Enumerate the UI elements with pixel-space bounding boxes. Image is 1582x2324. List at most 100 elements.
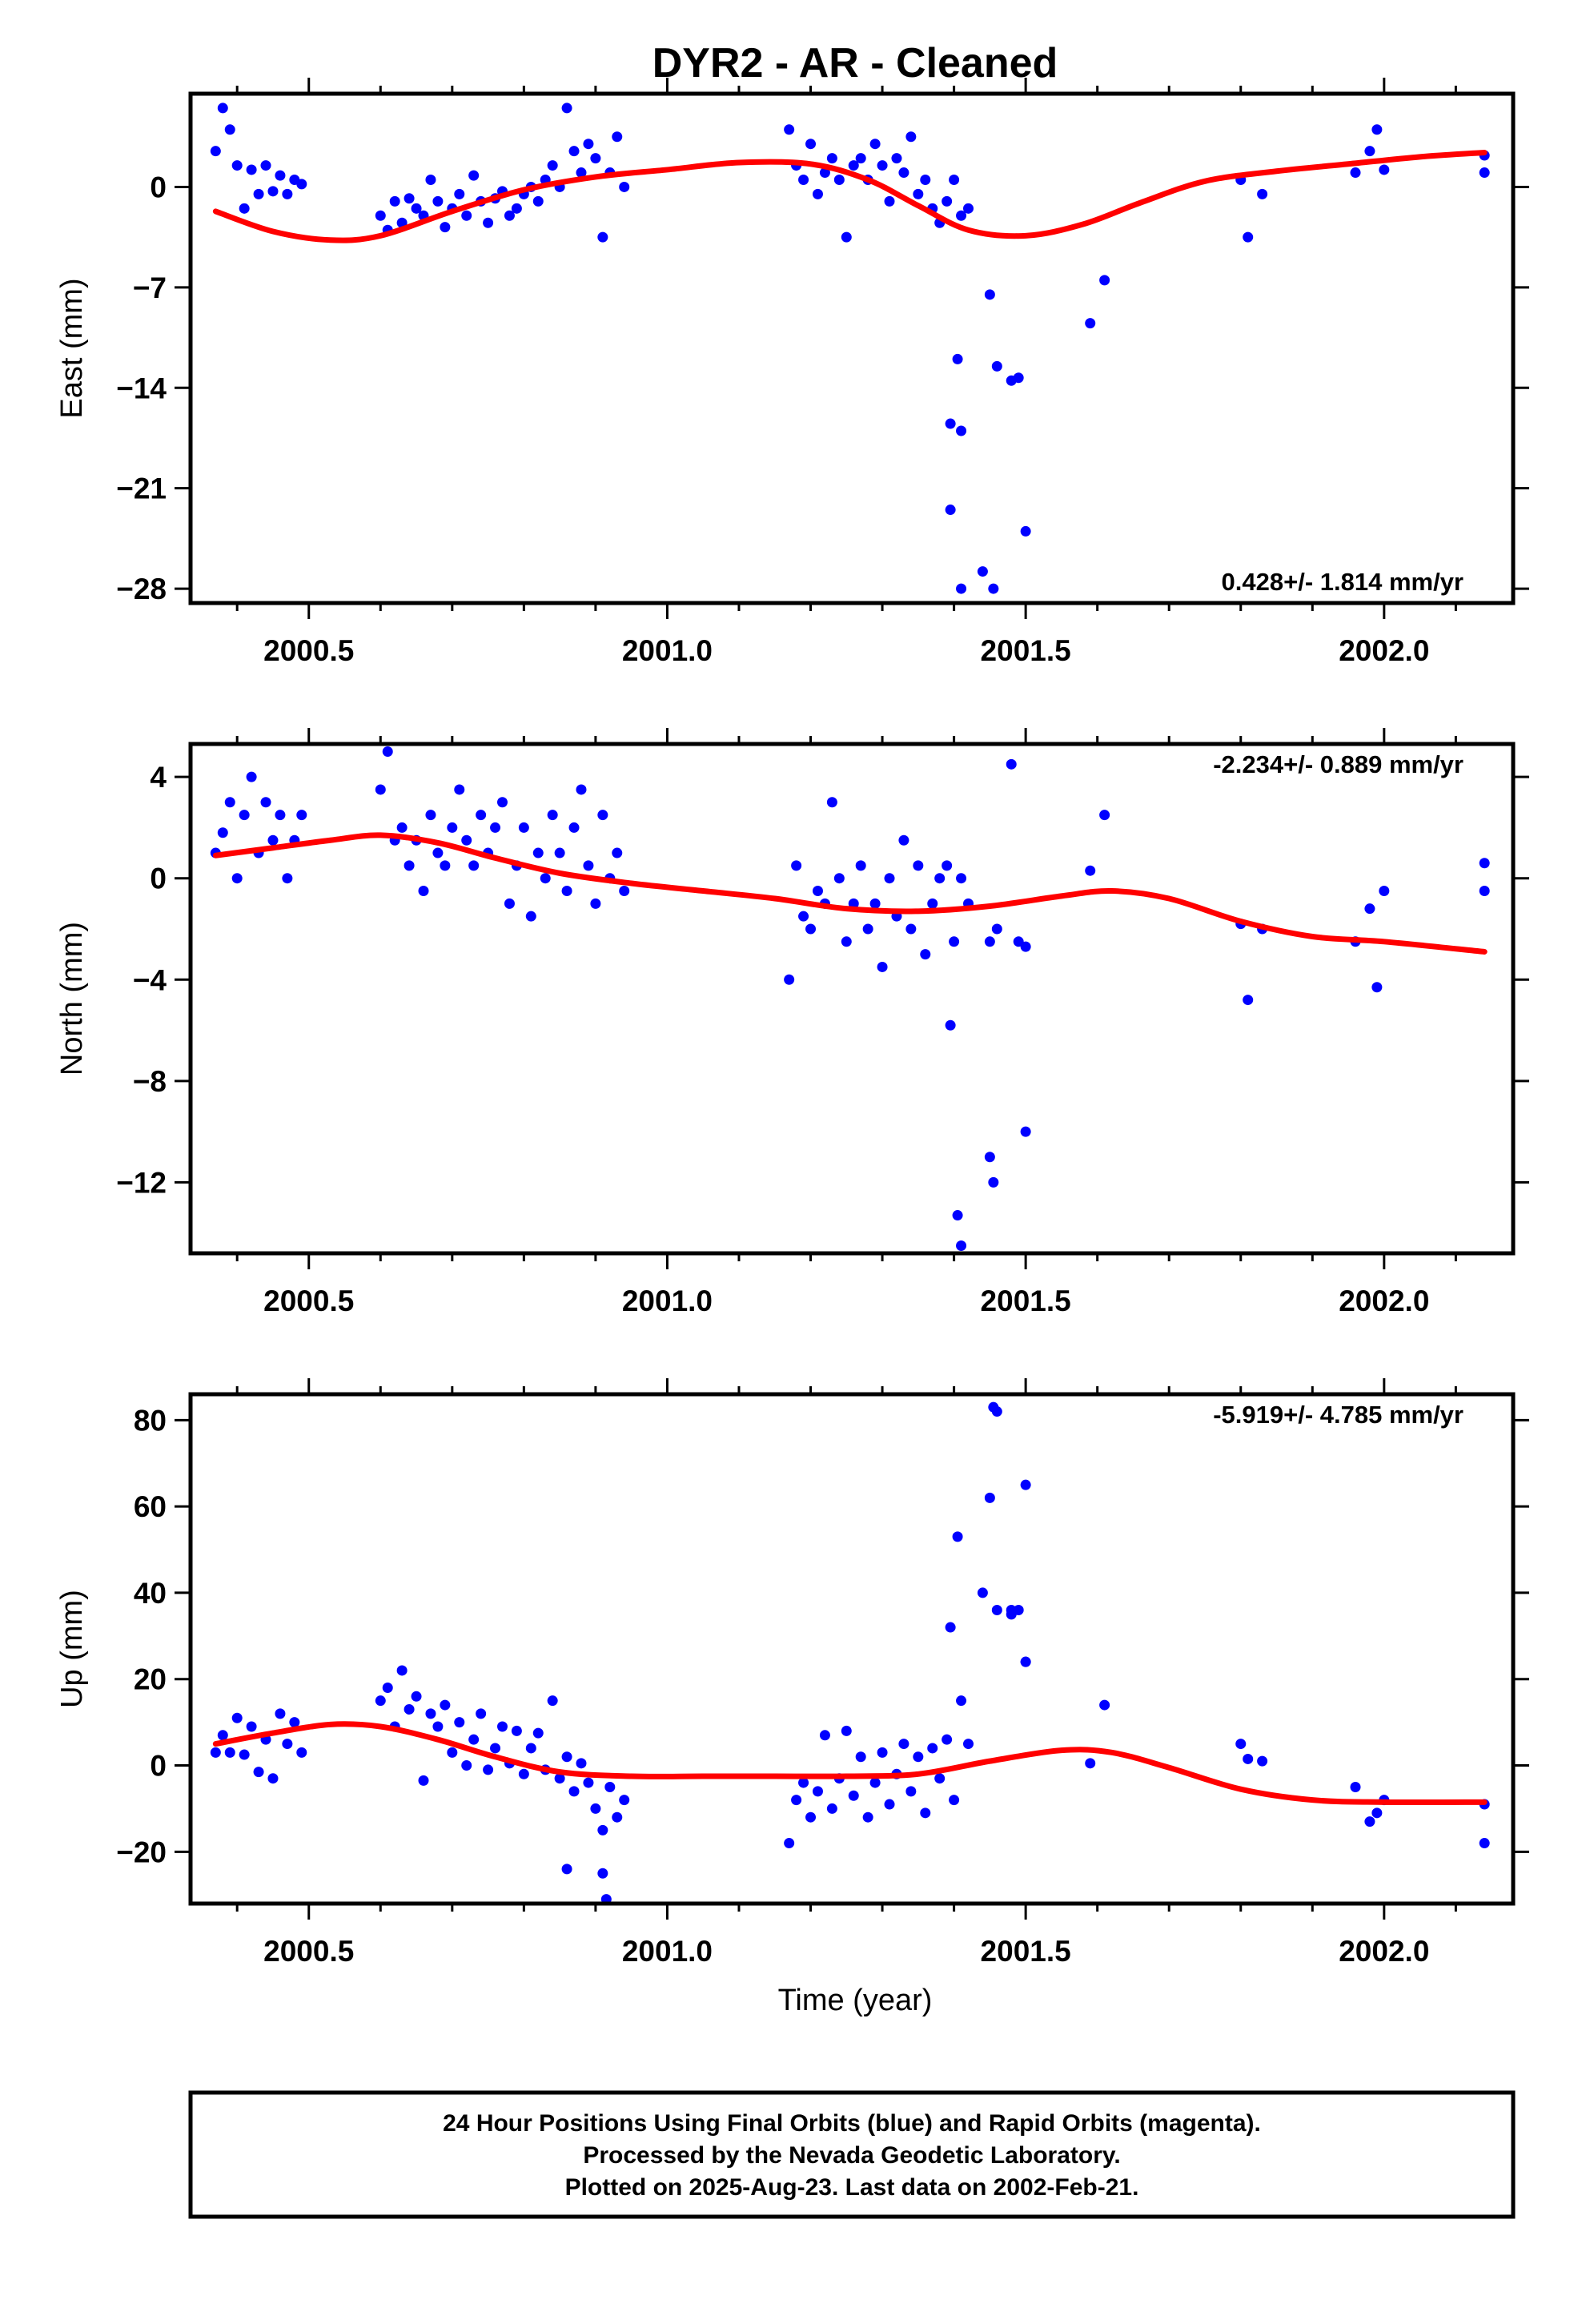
data-point — [461, 834, 472, 846]
data-point — [841, 1725, 852, 1736]
y-axis-label: Up (mm) — [55, 1590, 89, 1708]
data-point — [468, 860, 480, 871]
caption-box — [188, 2090, 1516, 2219]
data-point — [440, 222, 451, 233]
data-point — [826, 1803, 837, 1814]
data-point — [583, 860, 594, 871]
plot-frame — [188, 1392, 1516, 1906]
data-point — [239, 203, 250, 214]
data-point — [848, 160, 859, 171]
data-point — [296, 810, 307, 821]
data-point — [461, 210, 472, 221]
data-point — [791, 1795, 802, 1806]
data-point — [956, 210, 967, 221]
data-point — [554, 1773, 565, 1784]
data-point — [375, 210, 386, 221]
data-point — [267, 1773, 279, 1784]
data-point — [956, 425, 967, 436]
data-point — [819, 1730, 830, 1741]
data-point — [805, 1811, 817, 1823]
data-point — [991, 1406, 1002, 1417]
data-point — [246, 1721, 257, 1732]
data-point — [905, 1786, 917, 1797]
data-point — [784, 1838, 795, 1849]
y-tick-label: 0 — [150, 862, 167, 895]
data-point — [848, 1790, 859, 1801]
data-point — [210, 1747, 221, 1758]
data-point — [812, 188, 823, 199]
data-point — [862, 923, 873, 935]
data-point — [239, 810, 250, 821]
data-point — [547, 1695, 558, 1707]
data-point — [404, 193, 415, 204]
data-point — [296, 1747, 307, 1758]
data-point — [963, 1739, 974, 1750]
data-point — [913, 188, 924, 199]
y-tick-label: −7 — [133, 271, 167, 304]
data-point — [1099, 275, 1110, 286]
data-point — [977, 566, 988, 577]
data-point — [600, 1894, 612, 1904]
data-point — [1020, 1479, 1031, 1490]
y-tick-label: 0 — [150, 1750, 167, 1783]
data-point — [275, 1708, 286, 1719]
caption-line-2: Processed by the Nevada Geodetic Laborat… — [583, 2142, 1120, 2169]
data-point — [518, 1768, 529, 1779]
data-point — [805, 923, 817, 935]
data-point — [612, 1811, 623, 1823]
data-point — [952, 1531, 963, 1542]
data-point — [425, 810, 436, 821]
data-point — [375, 784, 386, 795]
data-point — [217, 1730, 228, 1741]
data-point — [956, 873, 967, 884]
east-panel: 2000.5 2001.0 2001.5 2002.0 0 −7 −14 −21 −28 East… — [55, 78, 1529, 667]
data-point — [1020, 1126, 1031, 1137]
data-point — [540, 873, 551, 884]
y-axis-label: North (mm) — [55, 922, 89, 1076]
data-point — [597, 810, 608, 821]
data-point — [977, 1587, 988, 1598]
data-point — [267, 834, 279, 846]
x-tick-label: 2001.5 — [981, 1935, 1071, 1968]
data-point — [597, 1868, 608, 1879]
data-point — [784, 974, 795, 985]
data-point — [576, 167, 587, 179]
data-point — [447, 1747, 458, 1758]
data-point — [988, 583, 999, 594]
data-point — [476, 1708, 487, 1719]
data-point — [1020, 1656, 1031, 1667]
y-tick-label: −20 — [116, 1835, 167, 1868]
data-point — [246, 771, 257, 782]
data-point — [877, 160, 888, 171]
x-tick-label: 2001.0 — [622, 1935, 713, 1968]
model-curve — [212, 832, 1488, 955]
data-point — [253, 1767, 264, 1778]
data-point — [1006, 758, 1017, 770]
data-point — [812, 1786, 823, 1797]
data-point — [275, 810, 286, 821]
data-point — [260, 160, 271, 171]
data-point — [619, 1795, 630, 1806]
x-tick-label: 2002.0 — [1339, 634, 1429, 667]
data-point — [511, 203, 522, 214]
data-point — [945, 1622, 956, 1633]
y-tick-label: −21 — [116, 472, 167, 505]
data-point — [884, 873, 895, 884]
data-point — [898, 834, 909, 846]
data-point — [525, 1743, 536, 1754]
data-point — [490, 822, 501, 833]
data-point — [1099, 810, 1110, 821]
data-point — [898, 167, 909, 179]
y-tick-label: 40 — [134, 1577, 167, 1610]
data-point — [1257, 188, 1268, 199]
data-point — [239, 1749, 250, 1760]
data-point — [1371, 982, 1383, 993]
data-point — [619, 886, 630, 897]
data-point — [1371, 1807, 1383, 1819]
data-point — [869, 139, 881, 150]
data-point — [877, 961, 888, 972]
data-point — [375, 1695, 386, 1707]
x-tick-label: 2001.5 — [981, 1285, 1071, 1317]
data-point — [246, 164, 257, 175]
data-point — [389, 195, 400, 207]
